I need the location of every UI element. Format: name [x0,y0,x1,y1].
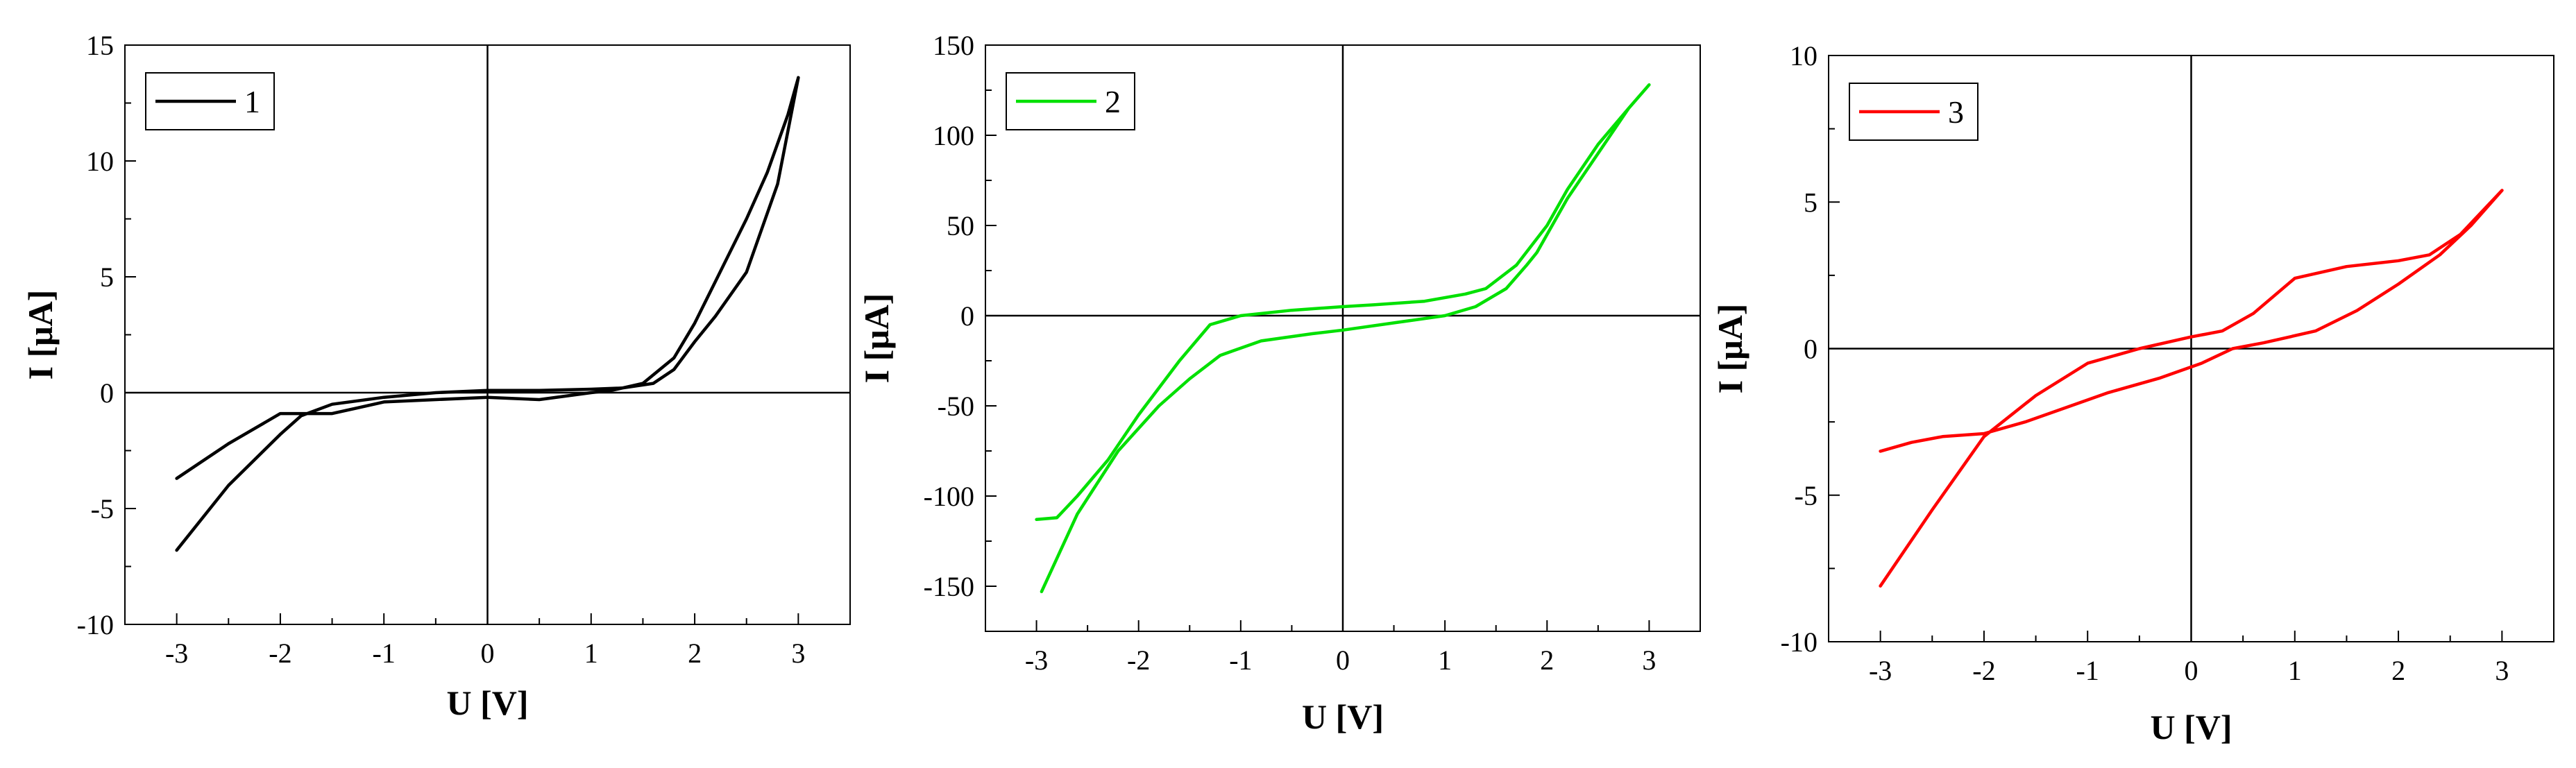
x-tick-label: 0 [2185,655,2198,686]
y-tick-label: 50 [947,210,974,241]
x-axis-label: U [V] [446,683,528,722]
x-tick-label: 0 [1336,645,1350,676]
x-tick-label: -3 [1025,645,1048,676]
y-axis-label: I [μA] [857,293,896,384]
x-axis-label: U [V] [2150,708,2232,746]
x-tick-label: -1 [2076,655,2099,686]
x-tick-label: -3 [165,638,188,669]
x-tick-label: -1 [373,638,396,669]
series-line-1 [175,76,800,552]
y-tick-label: 100 [933,120,974,151]
series-line-2 [1035,83,1651,594]
legend-label: 1 [244,84,260,119]
y-tick-label: 5 [1804,187,1817,218]
x-tick-label: 1 [2288,655,2302,686]
y-tick-label: 15 [86,30,114,61]
y-tick-label: 0 [960,300,974,332]
x-tick-label: -2 [1972,655,1995,686]
y-tick-label: 0 [1804,334,1817,365]
x-tick-label: 1 [1438,645,1452,676]
y-tick-label: -150 [924,571,974,602]
y-tick-label: -5 [91,493,114,524]
y-tick-label: 150 [933,30,974,61]
legend-label: 2 [1105,84,1121,119]
y-tick-label: 5 [100,262,114,293]
y-tick-label: -10 [1781,626,1817,658]
y-axis-label: I [μA] [1711,304,1749,394]
x-tick-label: 2 [2391,655,2405,686]
y-tick-label: 0 [100,377,114,409]
chart-panel-2: -3 -2 -1 0 1 2 3 -150 -100 -50 0 50 100 150 U [V] I [μA… [857,30,1701,736]
x-tick-label: 2 [1540,645,1554,676]
x-tick-label: 0 [481,638,495,669]
x-tick-label: -2 [1127,645,1150,676]
y-tick-label: -100 [924,481,974,512]
x-tick-label: -1 [1229,645,1252,676]
legend-label: 3 [1948,94,1964,130]
x-tick-label: 3 [1642,645,1656,676]
x-tick-label: 2 [688,638,702,669]
y-tick-label: 10 [86,146,114,177]
y-tick-label: -10 [77,609,114,640]
y-axis-label: I [μA] [21,290,60,380]
x-tick-label: 1 [584,638,598,669]
y-tick-label: -5 [1795,480,1817,511]
x-tick-label: -2 [269,638,291,669]
x-axis-label: U [V] [1302,697,1384,736]
series-line-3 [1879,189,2504,588]
x-tick-label: -3 [1869,655,1892,686]
y-tick-label: -50 [938,391,974,422]
y-tick-label: 10 [1790,40,1817,71]
x-tick-label: 3 [791,638,805,669]
x-tick-label: 3 [2495,655,2509,686]
